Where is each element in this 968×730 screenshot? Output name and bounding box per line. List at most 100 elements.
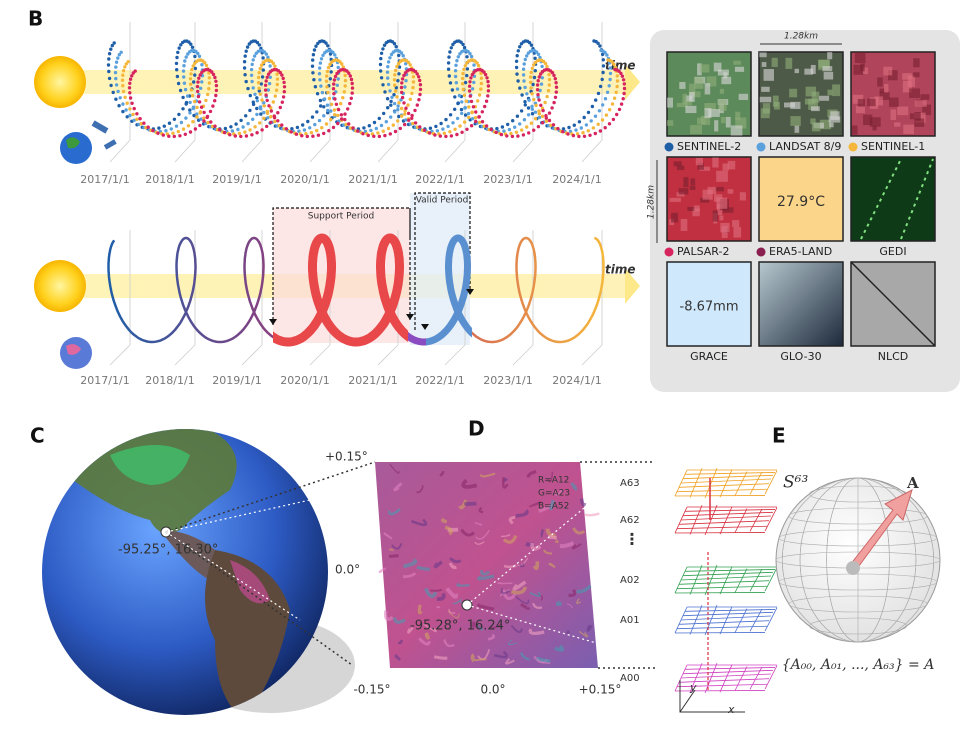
layer-grid [689, 468, 703, 498]
image-texture [542, 549, 553, 555]
observation-dot [174, 124, 179, 128]
observation-dot [202, 119, 206, 123]
image-texture [389, 463, 400, 474]
observation-dot [343, 84, 347, 88]
observation-dot [418, 87, 423, 92]
image-texture [439, 470, 445, 477]
observation-dot [540, 114, 545, 119]
tile-texture [722, 163, 729, 171]
observation-dot [199, 86, 203, 91]
observation-dot [433, 133, 437, 137]
observation-dot [572, 123, 576, 127]
observation-dot [525, 125, 529, 129]
observation-dot [265, 75, 269, 80]
observation-dot [188, 130, 193, 134]
observation-dot [381, 129, 385, 133]
observation-dot [313, 85, 318, 89]
date-label: 2024/1/1 [552, 374, 601, 387]
observation-dot [529, 121, 534, 125]
observation-dot [386, 65, 390, 69]
observation-dot [272, 114, 276, 118]
observation-dot [397, 53, 401, 58]
observation-dot [181, 127, 186, 131]
observation-dot [529, 70, 533, 75]
support-label: Support Period [308, 212, 375, 222]
tile-texture [716, 170, 728, 182]
observation-dot [182, 81, 187, 85]
tile-texture [819, 95, 830, 101]
observation-dot [536, 93, 540, 97]
tile-texture [687, 207, 696, 212]
layer-grid [734, 568, 748, 593]
tile-value: -8.67mm [680, 300, 739, 315]
observation-dot [257, 43, 261, 47]
observation-dot [468, 80, 472, 84]
observation-dot [533, 69, 537, 73]
lon-label: 0.0° [480, 683, 505, 697]
observation-dot [167, 134, 171, 138]
observation-dot [204, 98, 208, 103]
observation-dot [179, 120, 184, 125]
observation-dot [350, 81, 354, 86]
observation-dot [193, 127, 198, 131]
panel-label: D [468, 417, 485, 441]
layer-grid [764, 665, 778, 690]
observation-dot [396, 104, 400, 108]
lat-label: 0.0° [335, 563, 360, 577]
observation-dot [107, 76, 112, 81]
image-texture [397, 639, 404, 645]
observation-dot [526, 106, 531, 110]
observation-dot [312, 78, 316, 82]
observation-dot [612, 62, 616, 66]
layer-grid [704, 505, 718, 536]
observation-dot [322, 97, 327, 101]
observation-dot [383, 90, 387, 94]
tile-texture [827, 52, 833, 60]
observation-dot [107, 69, 111, 74]
observation-dot [556, 126, 560, 131]
image-texture [477, 574, 495, 581]
observation-dot [460, 82, 465, 86]
tile-texture [855, 105, 866, 114]
tile-texture [702, 189, 713, 200]
observation-dot [311, 53, 316, 57]
observation-dot [206, 92, 210, 97]
observation-dot [261, 60, 265, 65]
layer-grid [689, 605, 703, 635]
observation-dot [596, 122, 600, 127]
observation-dot [379, 69, 383, 73]
observation-dot [351, 126, 355, 130]
equation: {A₀₀, A₀₁, ..., A₆₃} = A [782, 657, 935, 673]
observation-dot [536, 79, 540, 83]
observation-dot [258, 105, 262, 109]
observation-dot [276, 111, 280, 115]
observation-dot [329, 70, 333, 74]
tile-texture [810, 64, 816, 74]
tile-texture [678, 188, 689, 195]
observation-dot [317, 72, 322, 76]
image-texture [424, 632, 430, 640]
observation-dot [530, 66, 534, 71]
observation-dot [264, 79, 268, 83]
tile-texture [669, 197, 681, 202]
observation-dot [455, 132, 459, 137]
image-texture [460, 528, 475, 537]
observation-dot [376, 131, 380, 135]
observation-dot [457, 93, 462, 98]
observation-dot [123, 95, 127, 100]
observation-dot [266, 88, 270, 92]
layer-grid [682, 669, 774, 675]
observation-dot [121, 73, 125, 77]
observation-dot [388, 89, 392, 93]
observation-dot [454, 81, 458, 85]
image-texture [402, 558, 418, 569]
observation-dot [198, 73, 202, 77]
tile-texture [761, 62, 767, 67]
tile-texture [789, 88, 798, 98]
observation-dot [316, 41, 320, 46]
observation-dot [415, 103, 419, 107]
observation-dot [610, 102, 615, 106]
observation-dot [539, 103, 543, 108]
observation-dot [379, 123, 384, 128]
observation-dot [388, 132, 392, 136]
